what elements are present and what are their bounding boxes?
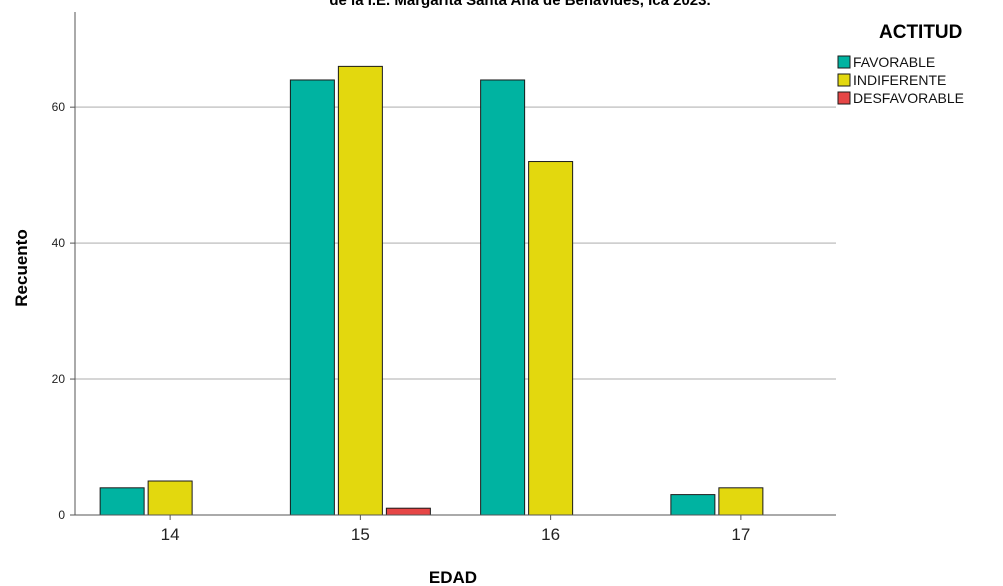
bar-favorable-15: [289, 79, 335, 516]
bar-favorable-14: [99, 487, 145, 516]
bar-favorable-17: [670, 494, 716, 516]
x-axis-label: EDAD: [429, 568, 477, 586]
y-tick-labels: 0 20 40 60: [52, 100, 75, 522]
y-tick-label: 40: [52, 236, 66, 250]
x-tick-label: 15: [351, 525, 370, 544]
bar-indiferente-14: [147, 480, 193, 516]
bar-favorable-16: [480, 79, 526, 516]
y-tick-label: 20: [52, 372, 66, 386]
y-tick-label: 0: [58, 508, 65, 522]
legend: ACTITUD FAVORABLE INDIFERENTE DESFAVORABLE: [837, 22, 964, 106]
legend-label-indiferente: INDIFERENTE: [853, 72, 946, 88]
y-tick-label: 60: [52, 100, 66, 114]
bar-indiferente-15: [337, 65, 383, 516]
legend-swatch-desfavorable: [837, 91, 851, 105]
x-tick-label: 17: [731, 525, 750, 544]
gridlines: [75, 106, 836, 380]
bar-indiferente-17: [718, 487, 764, 516]
legend-title: ACTITUD: [879, 22, 962, 43]
legend-items: FAVORABLE INDIFERENTE DESFAVORABLE: [837, 54, 964, 106]
chart-title: de la I.E. Margarita Santa Ana de Benavi…: [329, 0, 710, 9]
x-tick-label: 16: [541, 525, 560, 544]
y-axis-label: Recuento: [12, 229, 31, 306]
x-tick-label: 14: [161, 525, 180, 544]
legend-label-desfavorable: DESFAVORABLE: [853, 90, 964, 106]
legend-label-favorable: FAVORABLE: [853, 54, 935, 70]
bars: [99, 65, 764, 516]
legend-swatch-favorable: [837, 55, 851, 69]
bar-indiferente-16: [528, 161, 574, 516]
x-tick-labels: 14 15 16 17: [161, 515, 750, 544]
bar-desfavorable-15: [385, 507, 431, 516]
legend-swatch-indiferente: [837, 73, 851, 87]
